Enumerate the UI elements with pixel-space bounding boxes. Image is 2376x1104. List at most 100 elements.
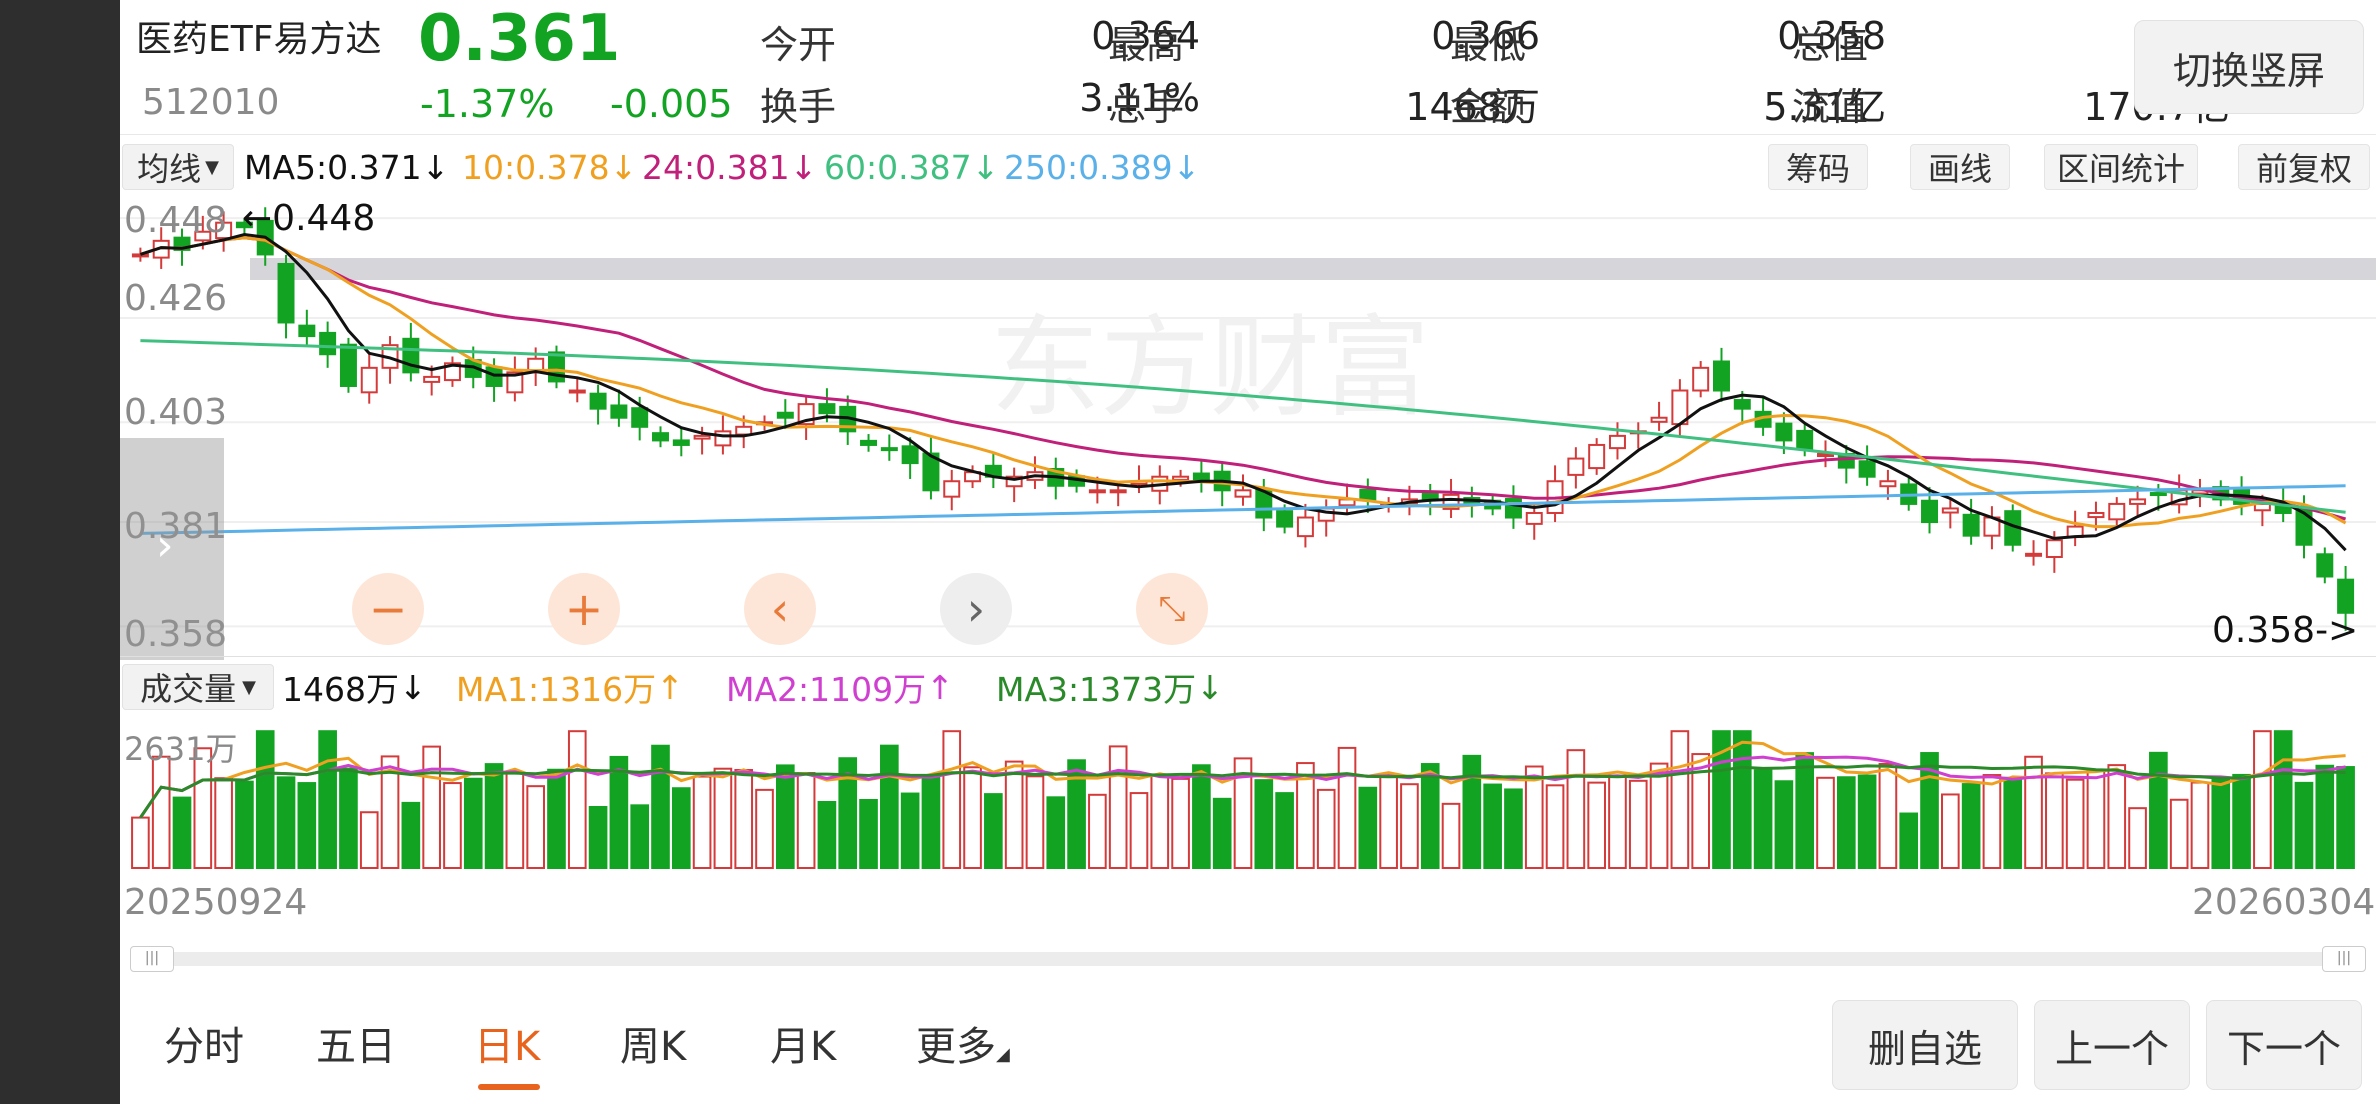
volume-bar [1899, 812, 1919, 870]
volume-bar [1504, 788, 1523, 869]
volume-bar [1649, 762, 1669, 869]
tab-monthly-k[interactable]: 月K [770, 1024, 837, 1070]
move-left-button[interactable]: ‹ [744, 573, 816, 645]
ma60-legend: 60:0.387 ↓ [824, 147, 1000, 187]
volume-bar [2149, 751, 2168, 869]
ma-dropdown[interactable]: 均线 ▼ [122, 144, 234, 190]
scroll-handle-right[interactable]: ||| [2322, 946, 2366, 972]
volume-max-label: 2631万 [124, 730, 238, 768]
volume-bar [422, 745, 441, 869]
ma24-line [139, 236, 2347, 521]
candle-body [1879, 480, 1897, 488]
volume-bar [1358, 786, 1378, 869]
remove-watchlist-button[interactable]: 删自选 [1832, 1000, 2018, 1090]
volume-bar [1316, 788, 1336, 869]
chips-button[interactable]: 筹码 [1768, 144, 1868, 190]
kline-chart[interactable]: 东方财富 [120, 196, 2376, 656]
volume-bar [2190, 781, 2210, 869]
volume-bar [1296, 762, 1315, 869]
candle-body [1921, 499, 1939, 524]
volume-bar [401, 801, 421, 869]
range-scrollbar[interactable]: ||| ||| [130, 946, 2366, 972]
volume-bar [1129, 792, 1149, 869]
candle-body [1276, 510, 1294, 528]
volume-bar [880, 744, 899, 869]
volume-chart[interactable] [120, 716, 2376, 872]
ma5-legend: MA5:0.371 ↓ [244, 147, 450, 187]
volume-bar [775, 764, 795, 869]
volume-bar [276, 776, 296, 870]
candle-body [2025, 552, 2043, 557]
ma60-line [140, 339, 2346, 514]
volume-hands-value: 1468万 [1405, 85, 1540, 129]
next-button[interactable]: 下一个 [2206, 1000, 2362, 1090]
volume-bar [1982, 774, 2002, 870]
volume-bar [1192, 764, 1211, 869]
volume-bar [921, 774, 941, 869]
switch-portrait-button[interactable]: 切换竖屏 [2134, 20, 2364, 114]
volume-bar [671, 787, 691, 869]
volume-bar [2169, 798, 2189, 869]
high-annotation: ←0.448 [242, 198, 376, 239]
volume-bar [1836, 776, 1856, 869]
volume-dropdown[interactable]: 成交量 ▼ [122, 664, 274, 710]
tab-weekly-k[interactable]: 周K [620, 1024, 687, 1070]
candle-body [943, 480, 961, 498]
volume-bar [1441, 802, 1461, 869]
volume-bar [1108, 745, 1128, 869]
volume-bar [1420, 763, 1440, 870]
left-edge [0, 0, 120, 1104]
tab-daily-k[interactable]: 日K [474, 1024, 541, 1070]
volume-bar [255, 730, 275, 870]
previous-button[interactable]: 上一个 [2034, 1000, 2190, 1090]
volume-bar [2128, 807, 2147, 869]
adjust-button[interactable]: 前复权 [2238, 144, 2370, 190]
price-tick-4: 0.381 [124, 506, 228, 547]
low-label: 最低 [1450, 23, 1527, 67]
candle-body [131, 253, 149, 258]
price-tick-5: 0.358 [124, 614, 228, 655]
tab-more[interactable]: 更多◢ [916, 1024, 1010, 1070]
volume-bar [630, 804, 650, 870]
volume-bar [1462, 754, 1482, 869]
candle-body [319, 331, 337, 356]
candle-body [485, 366, 503, 387]
candle-body [1588, 443, 1606, 470]
zoom-out-button[interactable]: − [352, 573, 424, 645]
caret-down-icon: ▼ [242, 676, 256, 698]
ma10-line [139, 236, 2347, 529]
candle-body [1109, 489, 1127, 494]
candle-body [776, 411, 794, 419]
volume-bar [1275, 792, 1294, 869]
low-annotation: 0.358-> [2212, 610, 2359, 651]
volume-bar [1857, 774, 1877, 870]
candle-body [215, 221, 233, 240]
open-label: 今开 [760, 23, 837, 67]
side-drawer-handle[interactable]: › [120, 438, 224, 660]
date-start: 20250924 [124, 882, 308, 923]
candle-body [1234, 489, 1252, 498]
draw-line-button[interactable]: 画线 [1910, 144, 2010, 190]
price-tick-1: 0.448 [124, 200, 228, 241]
volume-bar [588, 805, 608, 869]
candle-body [610, 404, 628, 419]
tab-five-day[interactable]: 五日 [316, 1024, 396, 1070]
volume-bar [942, 730, 962, 870]
scroll-handle-left[interactable]: ||| [130, 946, 174, 972]
zoom-in-button[interactable]: + [548, 573, 620, 645]
minus-icon: − [368, 582, 408, 636]
tab-intraday[interactable]: 分时 [164, 1024, 244, 1070]
volume-bar [484, 763, 504, 869]
candle-body [194, 230, 212, 242]
volume-bar [443, 782, 462, 869]
chevron-left-icon: ‹ [770, 582, 790, 636]
volume-bar [1670, 730, 1690, 870]
move-right-button[interactable]: › [940, 573, 1012, 645]
volume-bar [796, 772, 816, 869]
range-stats-button[interactable]: 区间统计 [2044, 144, 2198, 190]
volume-bar [547, 768, 566, 870]
collapse-button[interactable]: ⤡ [1136, 573, 1208, 645]
turnover-label: 换手 [760, 85, 837, 129]
volume-bar [1795, 752, 1815, 870]
volume-legend: 1468万 ↓ [282, 667, 427, 710]
